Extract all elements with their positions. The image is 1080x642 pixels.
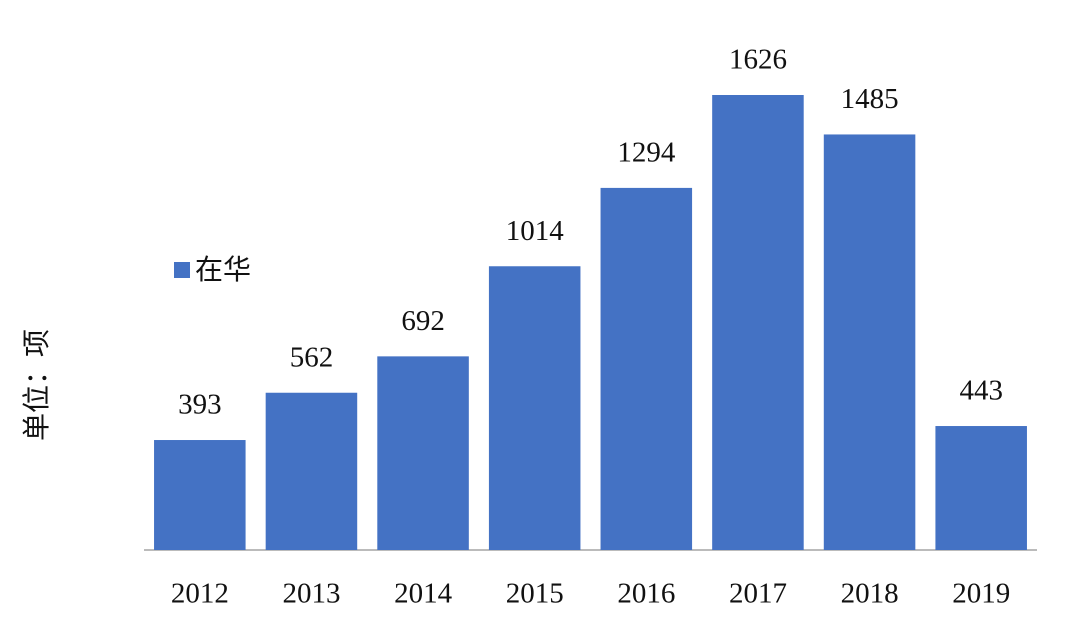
- x-tick-label: 2017: [729, 578, 787, 610]
- value-label: 1485: [841, 83, 899, 115]
- y-axis-label: 单位：项: [20, 329, 53, 441]
- value-label: 1294: [617, 137, 676, 169]
- value-label: 692: [401, 305, 445, 337]
- bar: [265, 392, 358, 550]
- x-tick-label: 2018: [841, 578, 899, 610]
- x-tick-label: 2019: [952, 578, 1010, 610]
- value-label: 1014: [506, 215, 565, 247]
- x-tick-label: 2013: [282, 578, 340, 610]
- bar: [712, 95, 804, 550]
- bar: [935, 426, 1027, 550]
- bar: [154, 440, 246, 550]
- value-label: 393: [178, 389, 222, 421]
- legend-label: 在华: [195, 253, 251, 286]
- x-tick-label: 2016: [617, 578, 675, 610]
- value-label: 562: [290, 341, 334, 373]
- bar: [377, 356, 469, 550]
- bar: [823, 134, 916, 550]
- x-tick-label: 2012: [171, 578, 229, 610]
- x-tick-label: 2015: [506, 578, 564, 610]
- bar: [600, 187, 693, 550]
- x-tick-label: 2014: [394, 578, 453, 610]
- bar: [488, 266, 581, 550]
- value-label: 1626: [729, 44, 787, 76]
- legend-swatch: [174, 262, 190, 278]
- value-label: 443: [959, 375, 1003, 407]
